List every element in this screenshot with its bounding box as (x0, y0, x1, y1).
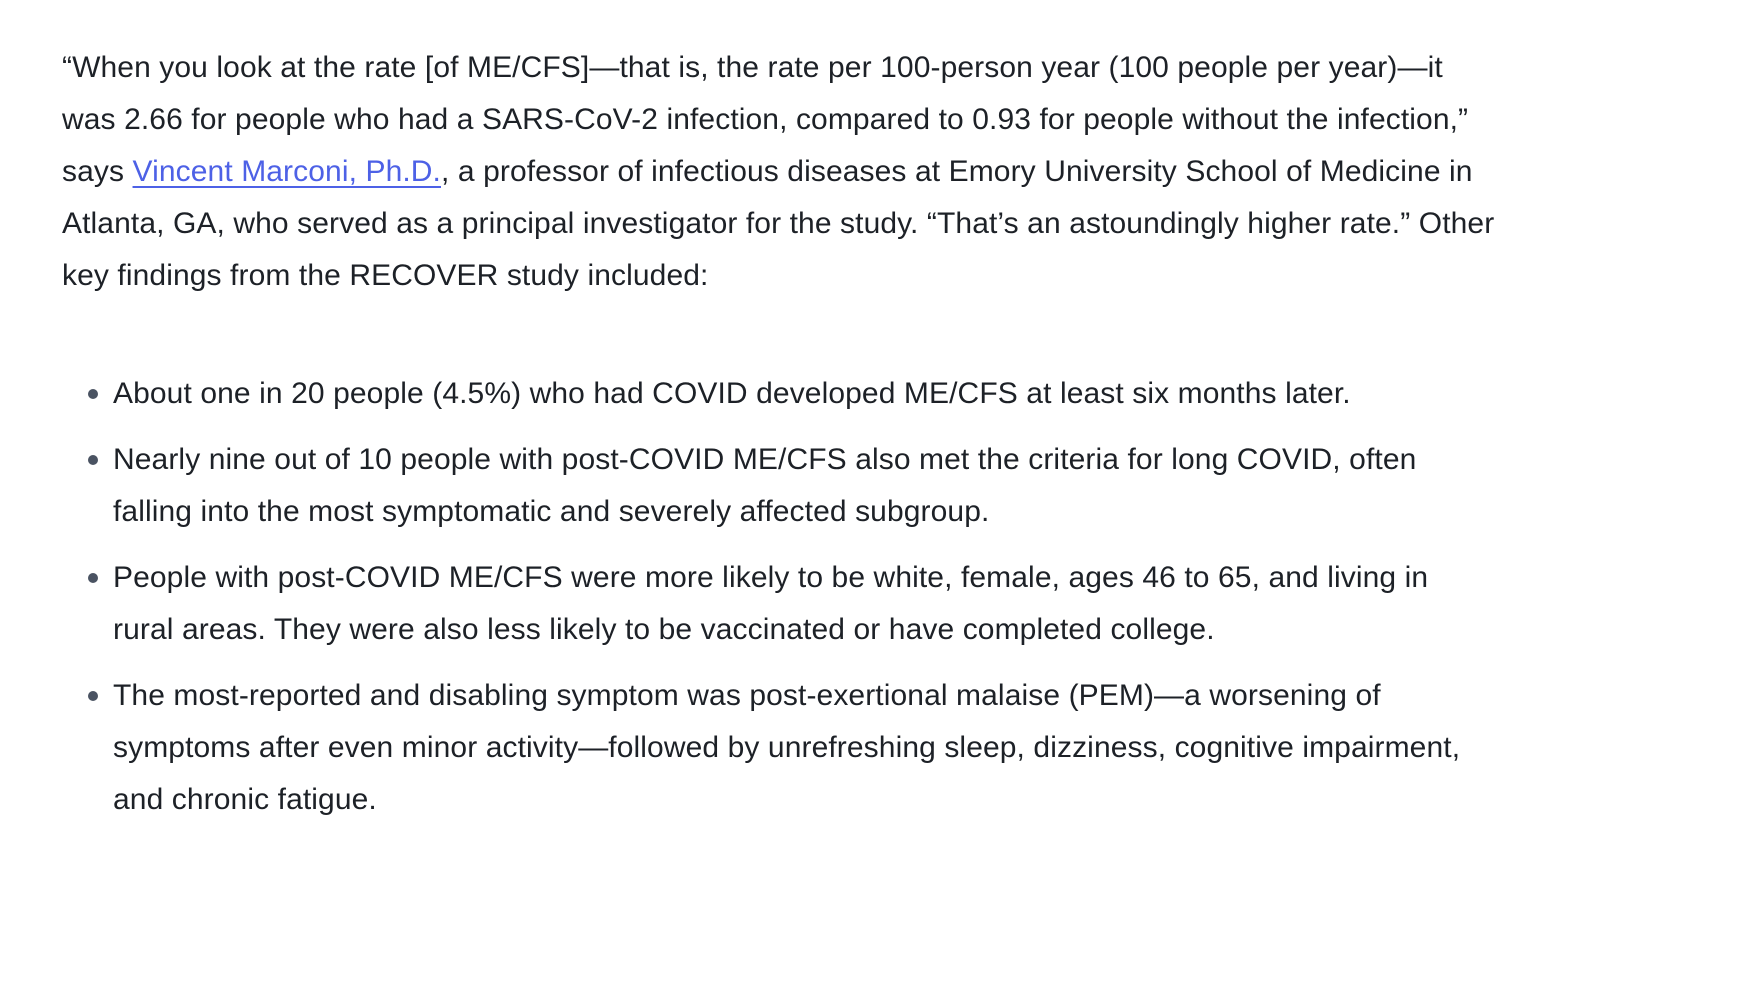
list-item-text: Nearly nine out of 10 people with post-C… (113, 443, 1417, 528)
list-item: Nearly nine out of 10 people with post-C… (62, 434, 1496, 538)
list-item: The most-reported and disabling symptom … (62, 670, 1496, 826)
bullet-icon (88, 455, 98, 465)
bullet-icon (88, 691, 98, 701)
article-content: “When you look at the rate [of ME/CFS]—t… (62, 0, 1496, 826)
list-item-text: About one in 20 people (4.5%) who had CO… (113, 377, 1351, 410)
list-item-text: The most-reported and disabling symptom … (113, 679, 1461, 816)
vincent-marconi-link[interactable]: Vincent Marconi, Ph.D. (132, 155, 441, 188)
list-item: People with post-COVID ME/CFS were more … (62, 552, 1496, 656)
bullet-icon (88, 389, 98, 399)
bullet-icon (88, 573, 98, 583)
key-findings-list: About one in 20 people (4.5%) who had CO… (62, 368, 1496, 826)
paragraph-text-after-link: , a professor of infectious diseases at … (62, 155, 1495, 292)
intro-paragraph: “When you look at the rate [of ME/CFS]—t… (62, 42, 1496, 302)
list-item: About one in 20 people (4.5%) who had CO… (62, 368, 1496, 420)
list-item-text: People with post-COVID ME/CFS were more … (113, 561, 1429, 646)
paragraph-text-before-link: “When you look at the rate [of ME/CFS]—t… (62, 51, 1469, 188)
